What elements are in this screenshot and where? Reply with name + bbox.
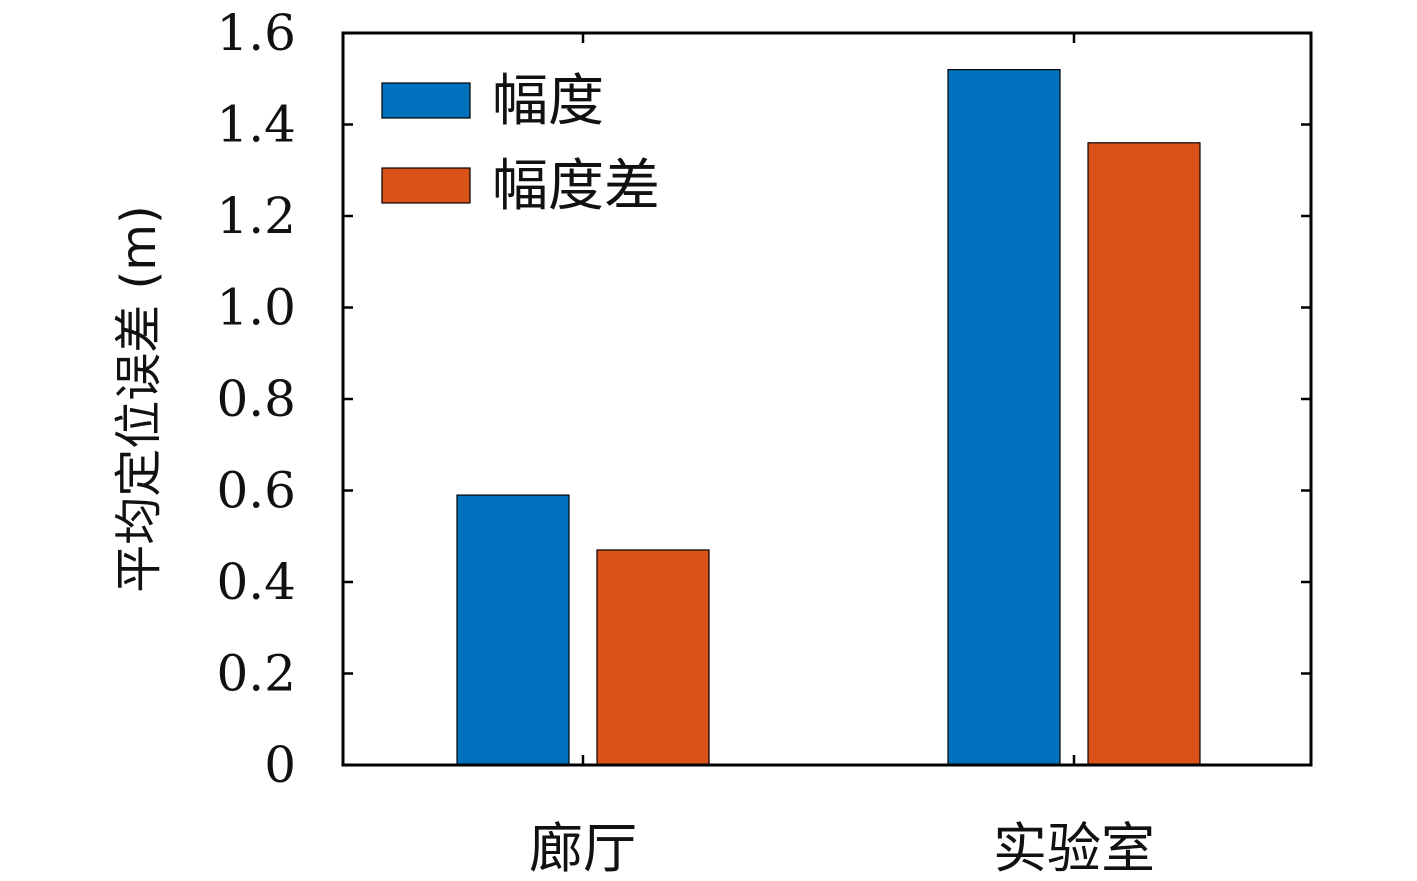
y-tick-label: 1.2 bbox=[216, 187, 296, 245]
x-category-label: 实验室 bbox=[993, 817, 1155, 880]
y-tick-label: 0.6 bbox=[216, 462, 296, 520]
y-tick-label: 0.8 bbox=[216, 370, 296, 428]
legend-swatch-1 bbox=[381, 167, 471, 204]
x-category-labels: 廊厅 实验室 bbox=[529, 817, 1155, 880]
y-tick-label: 1.4 bbox=[216, 96, 296, 154]
ticks-group bbox=[343, 31, 1311, 767]
bars-group bbox=[456, 68, 1201, 766]
y-tick-labels: 0 0.2 0.4 0.6 0.8 1.0 1.2 1.4 1.6 bbox=[216, 4, 296, 794]
legend-label-1: 幅度差 bbox=[492, 154, 660, 219]
x-category-label: 廊厅 bbox=[529, 817, 637, 880]
bar-amplitude-diff-1 bbox=[1087, 142, 1201, 766]
y-tick-label: 0.2 bbox=[216, 645, 296, 703]
y-tick-label: 0 bbox=[264, 736, 296, 794]
y-tick-label: 0.4 bbox=[216, 553, 296, 611]
bar-amplitude-0 bbox=[456, 494, 570, 766]
y-axis-title: 平均定位误差 (m) bbox=[111, 205, 167, 592]
y-tick-label: 1.0 bbox=[216, 279, 296, 337]
bar-amplitude-diff-0 bbox=[596, 549, 710, 766]
legend-swatch-0 bbox=[381, 82, 471, 119]
legend-label-0: 幅度 bbox=[492, 69, 604, 134]
bar-amplitude-1 bbox=[947, 68, 1061, 766]
y-tick-label: 1.6 bbox=[216, 4, 296, 62]
